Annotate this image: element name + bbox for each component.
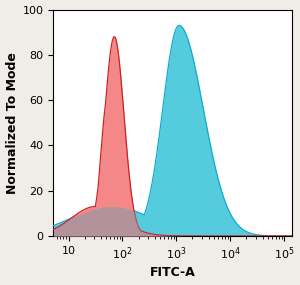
Y-axis label: Normalized To Mode: Normalized To Mode <box>6 52 19 194</box>
X-axis label: FITC-A: FITC-A <box>150 266 196 280</box>
